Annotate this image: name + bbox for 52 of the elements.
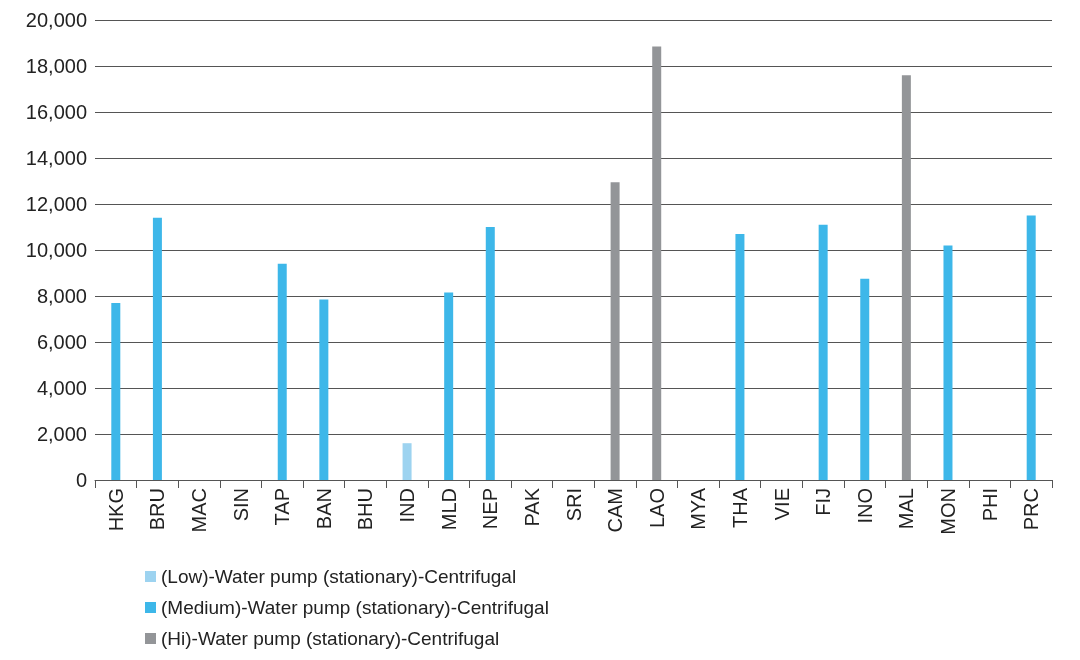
x-tick-label: TAP: [271, 488, 294, 526]
x-tick-label: MAC: [188, 488, 211, 533]
bar: [152, 217, 162, 480]
x-tick-label: INO: [853, 488, 876, 524]
y-tick-label: 18,000: [25, 55, 87, 77]
y-tick-label: 2,000: [36, 423, 87, 445]
y-tick-label: 6,000: [36, 331, 87, 353]
y-tick-label: 4,000: [36, 377, 87, 399]
x-tick-label: LAO: [645, 488, 668, 529]
bar: [277, 263, 287, 480]
x-tick-label: BRU: [146, 488, 169, 531]
bar: [319, 299, 329, 480]
x-tick-label: FIJ: [812, 488, 835, 516]
legend-label: (Medium)-Water pump (stationary)-Centrifugal: [161, 597, 549, 618]
x-tick-label: PAK: [520, 487, 543, 527]
x-tick-label: BHU: [354, 488, 377, 531]
legend-label: (Low)-Water pump (stationary)-Centrifugal: [161, 566, 517, 587]
x-tick-label: PRC: [1020, 488, 1043, 531]
y-tick-label: 0: [75, 469, 87, 491]
y-tick-label: 8,000: [36, 285, 87, 307]
bar: [860, 278, 870, 480]
x-tick-label: SRI: [562, 488, 585, 522]
bar: [652, 46, 662, 480]
x-tick-label: HKG: [104, 488, 127, 532]
bar: [818, 224, 828, 480]
x-tick-label: BAN: [312, 488, 335, 530]
y-tick-label: 14,000: [25, 147, 87, 169]
x-tick-label: MON: [936, 488, 959, 535]
bar: [1026, 215, 1036, 480]
x-tick-label: VIE: [770, 488, 793, 521]
bar: [402, 443, 412, 480]
x-tick-label: IND: [396, 488, 419, 523]
y-tick-label: 16,000: [25, 101, 87, 123]
y-tick-label: 12,000: [25, 193, 87, 215]
legend-label: (Hi)-Water pump (stationary)-Centrifugal: [161, 628, 500, 649]
x-tick-label: CAM: [604, 488, 627, 533]
bar: [444, 292, 454, 480]
bar: [485, 227, 495, 480]
x-tick-label: MLD: [437, 488, 460, 531]
bar: [735, 233, 745, 480]
x-tick-label: NEP: [479, 488, 502, 530]
y-tick-label: 20,000: [25, 9, 87, 31]
bar: [901, 75, 911, 480]
y-tick-label: 10,000: [25, 239, 87, 261]
x-tick-label: MAL: [895, 488, 918, 530]
x-tick-label: MYA: [687, 487, 710, 530]
bar: [943, 245, 953, 480]
x-tick-label: PHI: [978, 488, 1001, 522]
bar: [111, 302, 121, 480]
bar: [610, 182, 620, 480]
x-tick-label: SIN: [229, 488, 252, 522]
x-tick-label: THA: [728, 487, 751, 528]
